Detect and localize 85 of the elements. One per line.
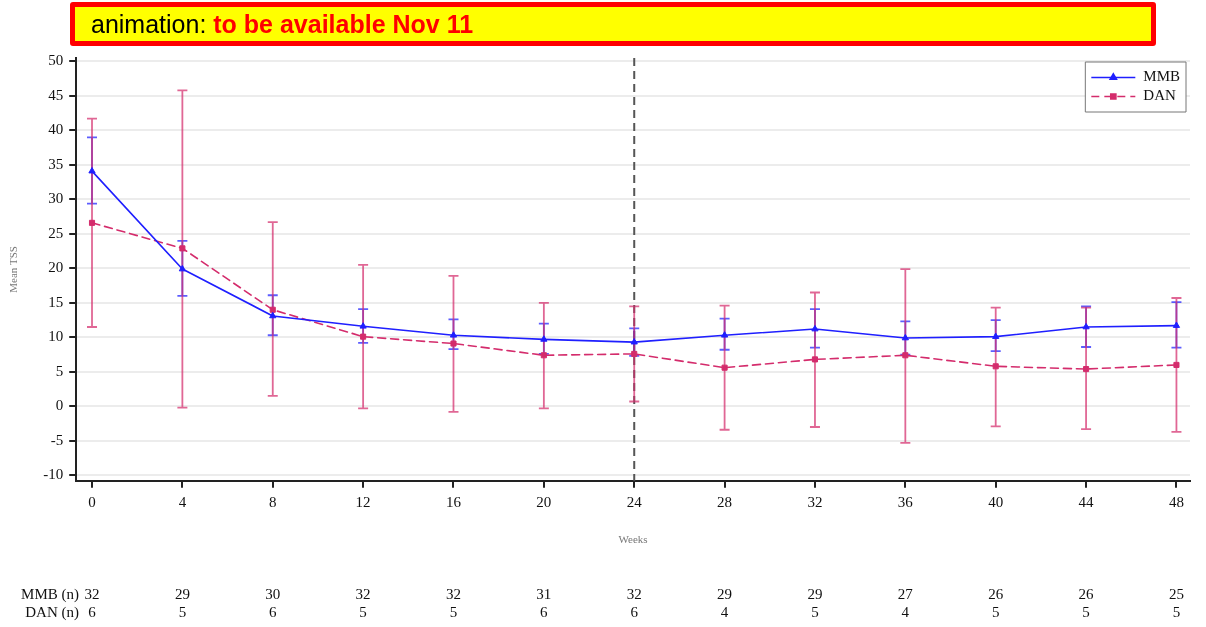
point xyxy=(88,167,96,174)
point xyxy=(540,352,547,359)
x-tick-label: 36 xyxy=(897,493,914,510)
text: 6 xyxy=(540,603,549,620)
text: 29 xyxy=(717,585,733,602)
text: 5 xyxy=(1082,603,1090,620)
text: 6 xyxy=(88,603,97,620)
y-tick-label: 25 xyxy=(48,224,64,241)
point xyxy=(901,333,909,341)
point xyxy=(450,340,457,347)
text: 27 xyxy=(897,585,914,602)
text: MMB (n) xyxy=(21,585,80,603)
point xyxy=(630,338,638,345)
y-tick-label: 15 xyxy=(48,293,64,310)
legend-label: MMB xyxy=(1143,68,1181,85)
x-tick-label: 4 xyxy=(178,493,187,510)
point xyxy=(360,333,367,340)
point xyxy=(540,335,548,342)
x-tick-label: 12 xyxy=(355,493,371,510)
x-tick-label: 44 xyxy=(1078,493,1095,510)
text: 29 xyxy=(807,585,823,602)
point xyxy=(88,219,96,226)
y-tick-label: -10 xyxy=(43,466,64,483)
text: 26 xyxy=(988,585,1004,602)
text: 5 xyxy=(359,603,367,620)
text: 6 xyxy=(269,603,277,620)
text: 26 xyxy=(1078,585,1095,602)
text: 32 xyxy=(445,585,461,602)
text: 5 xyxy=(991,603,1000,620)
y-tick-label: 30 xyxy=(48,190,64,207)
text: 4 xyxy=(901,603,910,620)
text: 31 xyxy=(536,585,552,602)
text: 5 xyxy=(1172,603,1181,620)
text: 32 xyxy=(84,585,100,602)
y-tick-label: 45 xyxy=(48,86,64,103)
point xyxy=(811,356,819,363)
text: 29 xyxy=(174,585,190,602)
y-tick-label: 10 xyxy=(48,328,64,345)
y-tick-label: 50 xyxy=(48,52,64,69)
point xyxy=(179,245,186,252)
x-tick-label: 0 xyxy=(88,493,96,510)
y-tick-label: 40 xyxy=(48,121,64,138)
x-tick-label: 16 xyxy=(445,493,462,510)
y-tick-label: 20 xyxy=(48,259,64,276)
point xyxy=(449,331,458,338)
point xyxy=(359,322,367,329)
x-axis-title: Weeks xyxy=(618,533,648,546)
point xyxy=(902,352,909,359)
point xyxy=(1082,322,1090,330)
x-tick-label: 28 xyxy=(717,493,733,510)
text: 32 xyxy=(626,585,642,602)
point xyxy=(631,350,638,357)
point xyxy=(811,324,819,332)
x-tick-label: 48 xyxy=(1168,493,1184,510)
point xyxy=(269,306,276,313)
point xyxy=(1172,321,1181,328)
point xyxy=(1173,361,1180,368)
text: 5 xyxy=(178,603,187,620)
text: 4 xyxy=(720,603,729,620)
point xyxy=(992,363,999,370)
x-tick-label: 24 xyxy=(626,493,643,510)
legend-label: DAN xyxy=(1143,87,1176,104)
text: 5 xyxy=(449,603,458,620)
text: 32 xyxy=(355,585,371,602)
y-tick-label: -5 xyxy=(50,431,64,448)
point xyxy=(992,332,1000,339)
point xyxy=(269,311,277,319)
text: 6 xyxy=(630,603,639,620)
y-axis-title: Mean TSS xyxy=(7,246,20,293)
x-tick-label: 20 xyxy=(536,493,552,510)
y-tick-label: 5 xyxy=(55,362,64,379)
text: DAN (n) xyxy=(25,603,80,621)
point xyxy=(1083,366,1090,373)
y-tick-label: 35 xyxy=(48,155,64,172)
x-tick-label: 32 xyxy=(807,493,823,510)
point xyxy=(720,331,729,338)
y-tick-label: 0 xyxy=(55,397,64,414)
point xyxy=(178,264,186,272)
text: 30 xyxy=(265,585,281,602)
callout-box: animation: to be available Nov 11 xyxy=(70,2,1156,46)
x-tick-label: 40 xyxy=(988,493,1004,510)
text: 5 xyxy=(811,603,819,620)
text: 25 xyxy=(1168,585,1184,602)
point xyxy=(721,364,728,371)
x-tick-label: 8 xyxy=(269,493,277,510)
